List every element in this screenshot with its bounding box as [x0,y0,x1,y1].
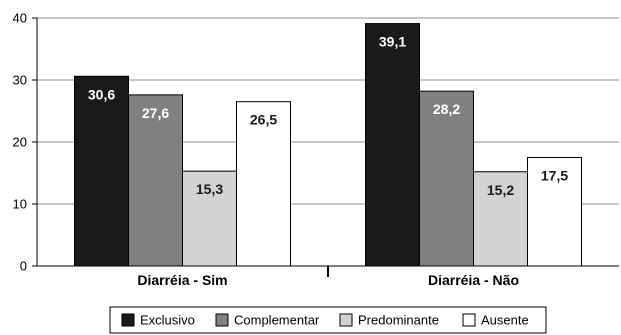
data-label: 27,6 [142,105,169,121]
data-label: 26,5 [250,112,277,128]
data-label: 39,1 [379,34,406,50]
bar-ausente [527,157,582,267]
legend-swatch-exclusivo [121,313,135,327]
data-label: 17,5 [541,168,568,184]
bar-predominante [182,170,237,267]
legend: Exclusivo Complementar Predominante Ausente [109,306,547,334]
legend-label: Complementar [234,313,320,328]
bar-ausente [236,101,291,267]
y-tick-label: 40 [13,11,27,26]
data-label: 15,2 [487,182,514,198]
bar-complementar [128,94,183,267]
legend-swatch-complementar [215,313,229,327]
legend-label: Ausente [481,313,529,328]
y-tick-label: 0 [20,259,27,274]
y-tick-label: 10 [13,197,27,212]
bar-predominante [473,171,528,267]
legend-swatch-ausente [462,313,476,327]
data-label: 15,3 [196,181,223,197]
data-label: 30,6 [88,86,115,102]
legend-swatch-predominante [339,313,353,327]
y-tick-label: 20 [13,135,27,150]
category-label: Diarréia - Não [428,272,519,288]
legend-label: Predominante [358,313,439,328]
bar-exclusivo [74,75,129,267]
legend-box [109,306,547,334]
data-label: 28,2 [433,101,460,117]
bar-exclusivo [365,23,420,267]
data-labels: 30,6 27,6 15,3 26,5 39,1 28,2 15,2 17,5 [88,34,568,198]
bar-complementar [419,90,474,267]
legend-label: Exclusivo [140,313,195,328]
category-label: Diarréia - Sim [137,272,227,288]
bars [74,23,582,267]
category-labels: Diarréia - Sim Diarréia - Não [137,272,519,288]
y-tick-label: 30 [13,73,27,88]
